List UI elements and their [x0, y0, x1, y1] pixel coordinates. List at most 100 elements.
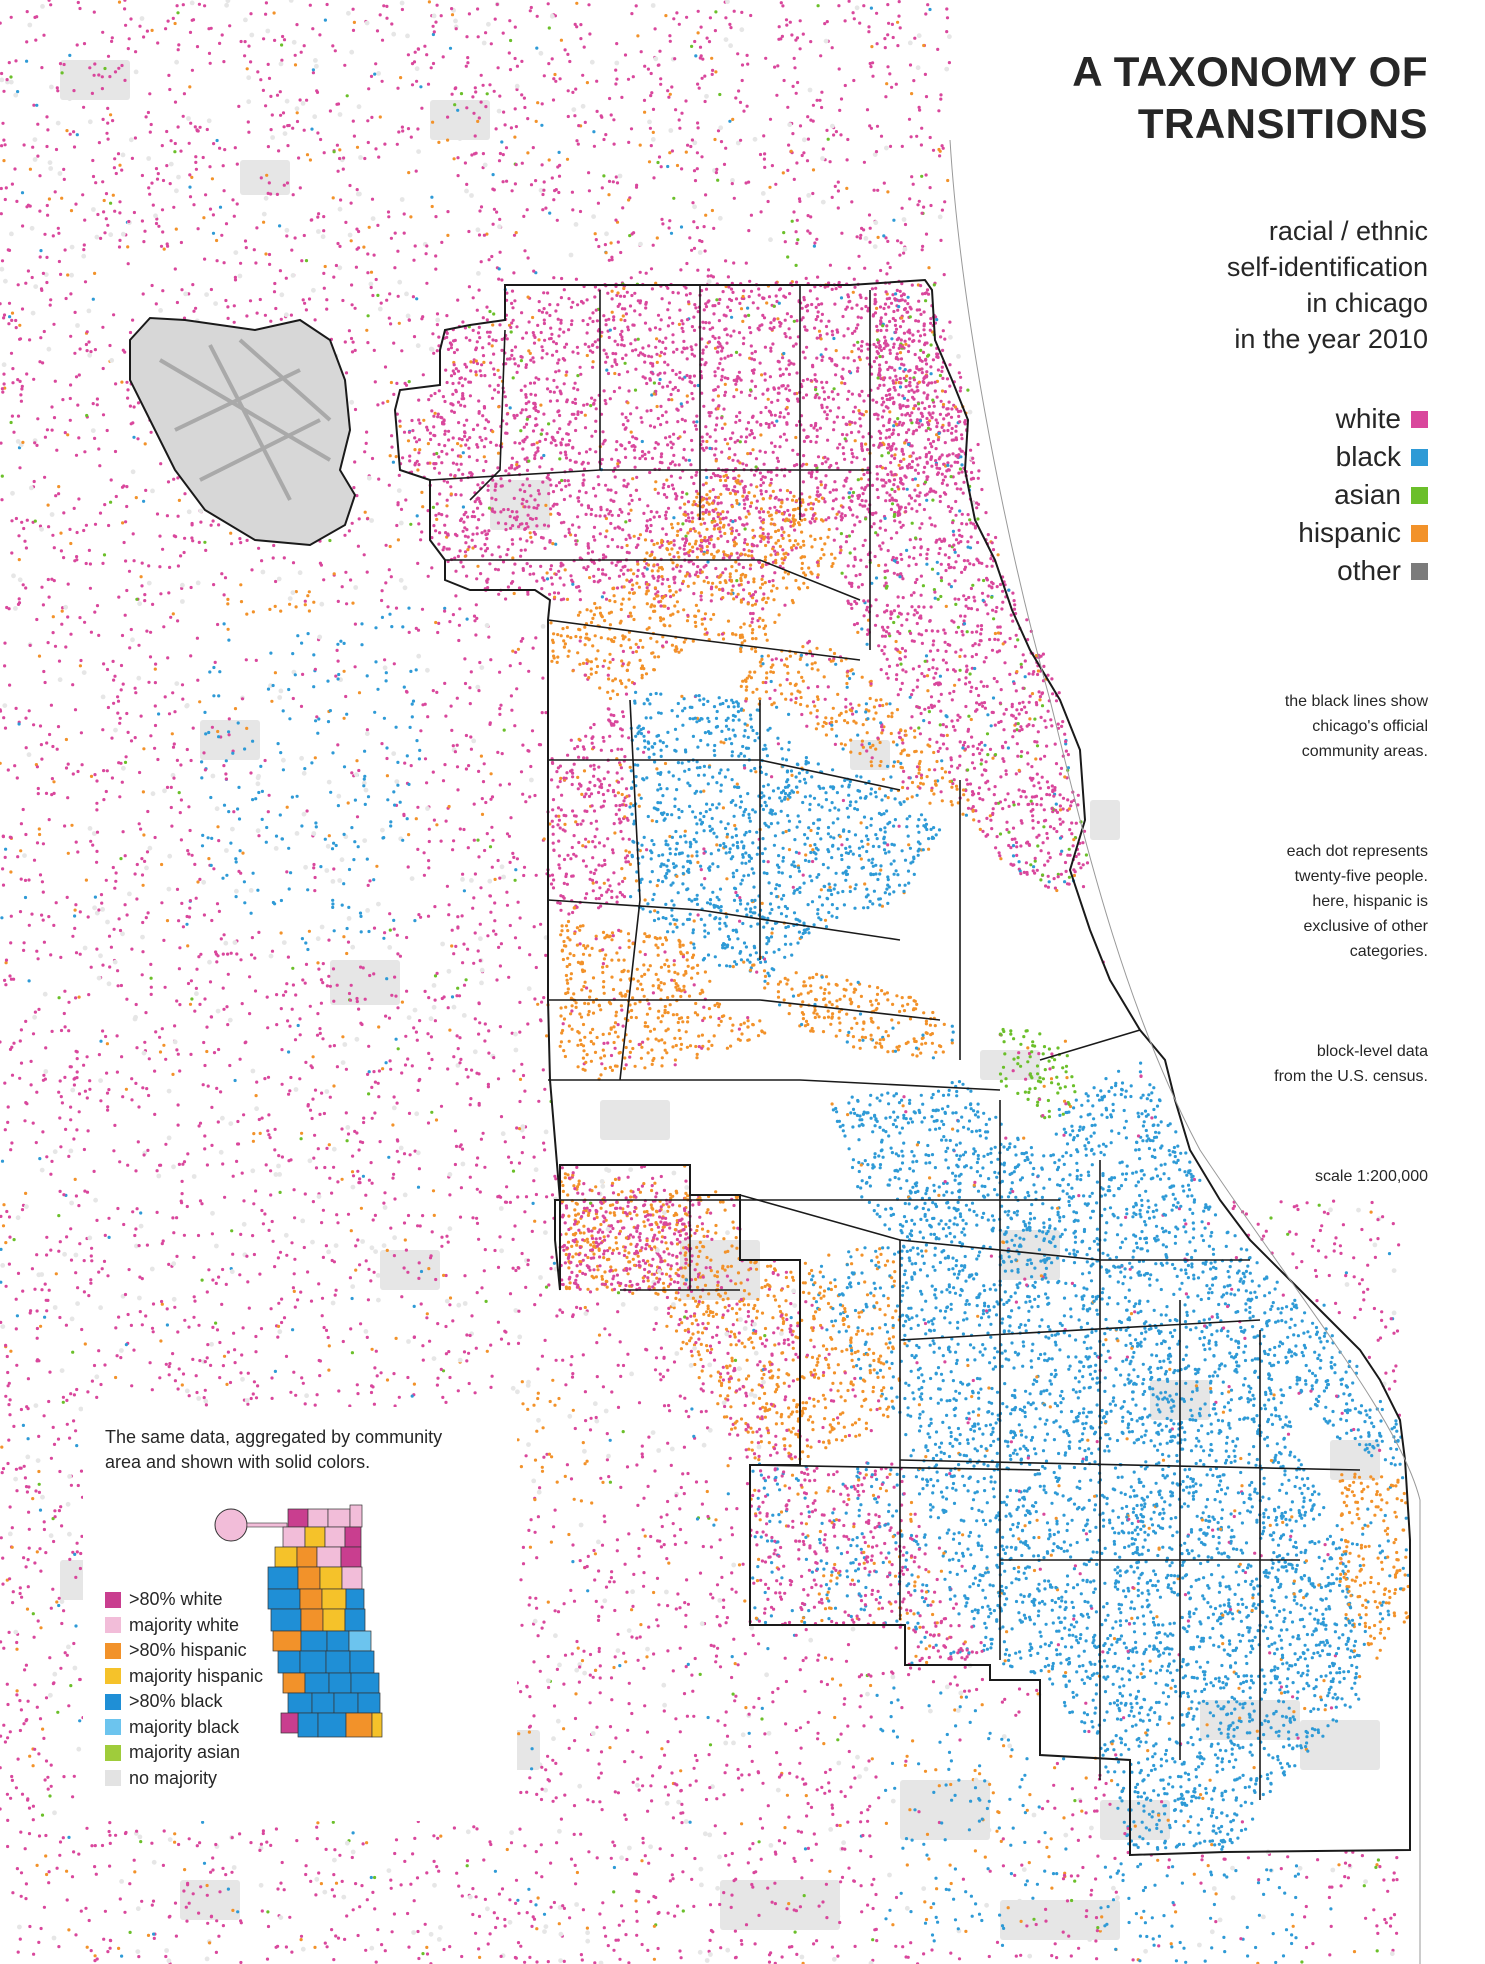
population-dot: [613, 326, 617, 330]
population-dot: [945, 733, 949, 738]
population-dot: [738, 411, 742, 415]
population-dot: [933, 596, 937, 600]
population-dot: [931, 666, 935, 670]
population-dot: [781, 859, 785, 863]
population-dot: [515, 463, 519, 467]
population-dot: [929, 703, 934, 707]
population-dot: [931, 411, 935, 415]
population-dot: [452, 363, 456, 367]
population-dot: [767, 295, 772, 299]
population-dot: [791, 448, 795, 452]
population-dot: [918, 526, 922, 530]
population-dot: [819, 536, 823, 541]
population-dot: [793, 392, 797, 396]
population-dot: [562, 497, 567, 502]
population-dot: [908, 368, 912, 372]
population-dot: [679, 528, 683, 532]
population-dot: [713, 428, 717, 432]
population-dot: [597, 483, 601, 487]
population-dot: [605, 368, 609, 372]
population-dot: [776, 317, 780, 321]
population-dot: [464, 541, 468, 545]
population-dot: [970, 655, 974, 659]
population-dot: [669, 392, 673, 397]
population-dot: [679, 648, 684, 652]
population-dot: [709, 538, 713, 542]
population-dot: [871, 313, 876, 317]
population-dot: [792, 319, 796, 323]
population-dot: [594, 450, 598, 454]
population-dot: [477, 518, 481, 522]
population-dot: [887, 428, 892, 432]
population-dot: [991, 756, 995, 760]
population-dot: [803, 573, 808, 577]
population-dot: [661, 617, 666, 621]
population-dot: [887, 632, 891, 636]
population-dot: [691, 734, 696, 739]
population-dot: [1063, 732, 1067, 736]
population-dot: [851, 410, 856, 414]
population-dot: [859, 558, 863, 562]
population-dot: [910, 693, 914, 697]
population-dot: [600, 615, 604, 619]
population-dot: [461, 384, 465, 388]
population-dot: [444, 368, 448, 372]
population-dot: [652, 604, 657, 608]
population-dot: [592, 579, 596, 584]
population-dot: [761, 497, 765, 501]
population-dot: [664, 516, 668, 521]
population-dot: [535, 579, 539, 583]
population-dot: [874, 531, 878, 535]
population-dot: [722, 550, 726, 554]
population-dot: [475, 362, 480, 366]
population-dot: [759, 539, 763, 544]
population-dot: [1074, 821, 1078, 825]
population-dot: [1027, 802, 1031, 806]
population-dot: [842, 356, 846, 360]
population-dot: [860, 444, 864, 448]
population-dot: [1013, 603, 1017, 607]
population-dot: [841, 376, 845, 381]
population-dot: [976, 624, 980, 628]
population-dot: [554, 342, 559, 346]
population-dot: [720, 450, 724, 454]
population-dot: [878, 526, 882, 530]
population-dot: [840, 512, 844, 516]
population-dot: [749, 725, 754, 729]
population-dot: [645, 627, 649, 631]
population-dot: [623, 447, 627, 451]
population-dot: [512, 496, 516, 500]
population-dot: [898, 611, 902, 615]
population-dot: [563, 345, 567, 349]
population-dot: [894, 447, 898, 451]
population-dot: [882, 306, 886, 311]
population-dot: [743, 575, 747, 579]
population-dot: [857, 347, 861, 351]
population-dot: [920, 672, 924, 676]
population-dot: [567, 649, 571, 653]
population-dot: [986, 594, 990, 598]
population-dot: [583, 625, 587, 629]
population-dot: [720, 349, 724, 353]
population-dot: [493, 567, 498, 571]
population-dot: [527, 459, 531, 463]
population-dot: [716, 495, 721, 500]
population-dot: [993, 637, 997, 642]
population-dot: [693, 614, 697, 618]
population-dot: [910, 459, 915, 464]
population-dot: [729, 353, 733, 357]
population-dot: [485, 537, 489, 541]
population-dot: [979, 762, 983, 766]
population-dot: [602, 591, 606, 595]
population-dot: [983, 743, 987, 747]
population-dot: [751, 611, 755, 616]
population-dot: [875, 324, 879, 328]
population-dot: [724, 516, 728, 520]
population-dot: [604, 318, 608, 322]
population-dot: [636, 337, 640, 341]
population-dot: [986, 753, 990, 757]
population-dot: [660, 575, 664, 579]
population-dot: [888, 387, 892, 391]
population-dot: [532, 530, 536, 534]
population-dot: [416, 468, 420, 472]
